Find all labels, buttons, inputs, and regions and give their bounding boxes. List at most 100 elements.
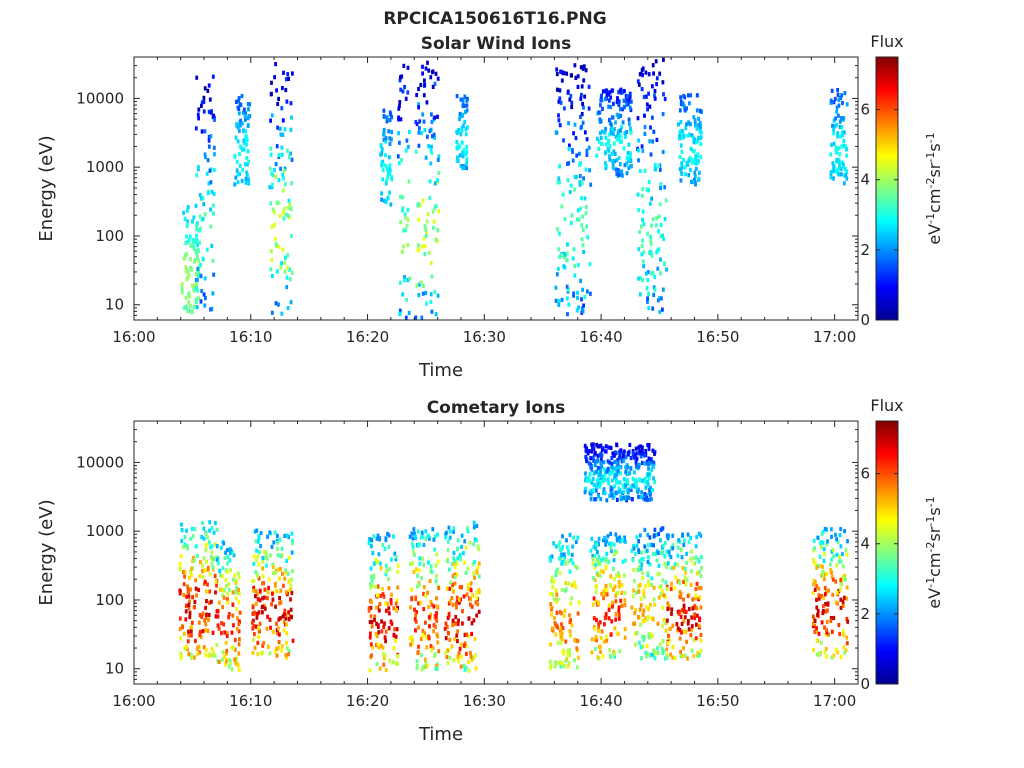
heatmap-cell: [570, 213, 574, 218]
heatmap-cell: [650, 576, 654, 581]
x-tick-label: 16:30: [463, 328, 506, 346]
heatmap-cell: [380, 197, 383, 202]
heatmap-cell: [204, 548, 208, 553]
heatmap-cell: [641, 259, 645, 264]
heatmap-cell: [629, 484, 633, 489]
heatmap-cell: [267, 585, 270, 591]
heatmap-cell: [639, 276, 642, 281]
heatmap-cell: [284, 612, 288, 618]
heatmap-cell: [415, 122, 419, 127]
heatmap-cell: [388, 163, 392, 168]
heatmap-cell: [581, 66, 585, 71]
heatmap-cell: [257, 562, 261, 567]
heatmap-cell: [186, 275, 190, 281]
heatmap-cell: [427, 250, 431, 255]
heatmap-cell: [436, 293, 440, 298]
heatmap-cell: [206, 88, 210, 93]
heatmap-cell: [666, 606, 670, 611]
heatmap-cell: [418, 556, 422, 561]
heatmap-cell: [590, 446, 594, 451]
heatmap-cell: [842, 130, 846, 135]
heatmap-cell: [554, 130, 558, 135]
heatmap-cell: [568, 653, 572, 658]
heatmap-cell: [563, 554, 567, 559]
heatmap-cell: [368, 619, 372, 625]
heatmap-cell: [369, 605, 373, 610]
heatmap-cell: [432, 225, 435, 230]
heatmap-cell: [287, 76, 290, 81]
heatmap-cell: [565, 257, 568, 263]
heatmap-cell: [573, 564, 577, 569]
heatmap-cell: [394, 634, 398, 639]
heatmap-cell: [214, 590, 217, 595]
heatmap-cell: [247, 177, 251, 182]
heatmap-cell: [436, 532, 439, 537]
heatmap-cell: [616, 571, 620, 576]
heatmap-cell: [384, 537, 388, 543]
heatmap-cell: [599, 135, 603, 140]
heatmap-cell: [286, 72, 290, 77]
heatmap-cell: [635, 535, 639, 540]
heatmap-cell: [444, 650, 448, 655]
heatmap-cell: [194, 286, 198, 291]
heatmap-cell: [467, 616, 471, 621]
heatmap-cell: [247, 159, 250, 164]
heatmap-cell: [691, 556, 695, 561]
heatmap-cell: [632, 546, 636, 551]
heatmap-cell: [285, 533, 289, 538]
heatmap-cell: [237, 629, 241, 634]
heatmap-cell: [455, 129, 459, 134]
heatmap-cell: [207, 109, 211, 114]
heatmap-cell: [610, 125, 613, 130]
heatmap-cell: [600, 591, 604, 596]
heatmap-cell: [195, 223, 198, 228]
heatmap-cell: [648, 632, 652, 637]
heatmap-cell: [256, 626, 260, 631]
heatmap-cell: [569, 557, 573, 563]
heatmap-cell: [617, 608, 621, 613]
heatmap-cell: [456, 546, 459, 551]
heatmap-cell: [560, 204, 564, 209]
heatmap-cell: [844, 172, 848, 178]
heatmap-cell: [279, 265, 283, 270]
heatmap-cell: [579, 278, 582, 283]
heatmap-cell: [567, 302, 571, 307]
heatmap-cell: [842, 632, 846, 637]
heatmap-cell: [597, 146, 600, 152]
heatmap-cell: [577, 263, 580, 268]
heatmap-cell: [595, 638, 598, 643]
heatmap-cell: [255, 624, 258, 629]
heatmap-cell: [593, 460, 597, 465]
heatmap-cell: [419, 82, 423, 88]
heatmap-cell: [212, 530, 216, 535]
heatmap-cell: [186, 269, 190, 274]
heatmap-cell: [254, 558, 258, 563]
heatmap-cell: [233, 647, 237, 652]
heatmap-cell: [235, 159, 239, 164]
heatmap-cell: [592, 446, 596, 452]
heatmap-cell: [417, 644, 420, 649]
heatmap-cell: [615, 100, 619, 105]
heatmap-cell: [187, 606, 191, 611]
heatmap-cell: [594, 463, 597, 468]
heatmap-cell: [661, 526, 665, 531]
heatmap-cell: [693, 603, 697, 609]
heatmap-cell: [256, 574, 260, 579]
heatmap-cell: [846, 539, 849, 544]
heatmap-cell: [212, 145, 216, 150]
heatmap-cell: [457, 659, 461, 664]
heatmap-cell: [661, 550, 665, 555]
heatmap-cell: [637, 539, 641, 544]
heatmap-cell: [621, 483, 625, 488]
heatmap-cell: [463, 560, 466, 565]
heatmap-cell: [434, 204, 438, 209]
heatmap-cell: [649, 234, 652, 239]
heatmap-cell: [178, 565, 182, 570]
heatmap-cell: [462, 643, 466, 648]
heatmap-cell: [623, 635, 627, 640]
heatmap-cell: [668, 626, 672, 631]
heatmap-cell: [194, 239, 198, 245]
heatmap-cell: [596, 466, 600, 471]
heatmap-cell: [829, 152, 833, 157]
heatmap-cell: [570, 100, 574, 105]
